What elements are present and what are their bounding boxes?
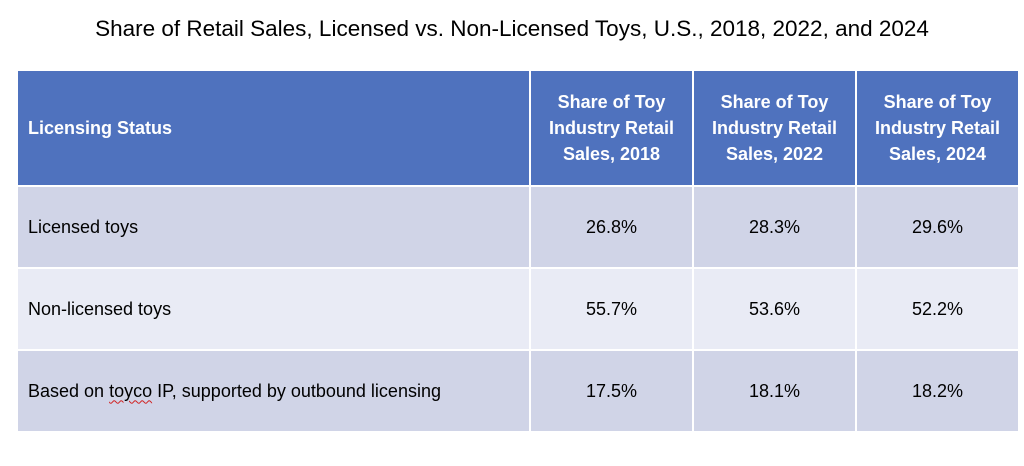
- cell-value-2022: 18.1%: [692, 349, 857, 433]
- header-row: Licensing Status Share of Toy Industry R…: [16, 69, 1020, 187]
- header-licensing-status: Licensing Status: [16, 69, 531, 187]
- row-label: Non-licensed toys: [16, 267, 531, 351]
- header-share-2018: Share of Toy Industry Retail Sales, 2018: [529, 69, 694, 187]
- header-share-2024: Share of Toy Industry Retail Sales, 2024: [855, 69, 1020, 187]
- header-line: Sales, 2024: [888, 144, 987, 164]
- header-line: Industry Retail: [874, 118, 1001, 138]
- table-row-non-licensed: Non-licensed toys 55.7% 53.6% 52.2%: [16, 267, 1020, 351]
- row-label: Based on toyco IP, supported by outbound…: [16, 349, 531, 433]
- header-line: Share of Toy: [557, 92, 666, 112]
- cell-value-2018: 26.8%: [529, 185, 694, 269]
- cell-value-2024: 52.2%: [855, 267, 1020, 351]
- spellcheck-flagged-word: toyco: [109, 380, 153, 401]
- header-line: Industry Retail: [548, 118, 675, 138]
- header-line: Share of Toy: [883, 92, 992, 112]
- cell-value-2022: 28.3%: [692, 185, 857, 269]
- data-table: Licensing Status Share of Toy Industry R…: [16, 69, 1020, 433]
- header-line: Sales, 2018: [562, 144, 661, 164]
- cell-value-2024: 29.6%: [855, 185, 1020, 269]
- table-row-toyco-ip: Based on toyco IP, supported by outbound…: [16, 349, 1020, 433]
- cell-value-2024: 18.2%: [855, 349, 1020, 433]
- header-line: Industry Retail: [711, 118, 838, 138]
- cell-value-2018: 17.5%: [529, 349, 694, 433]
- row-label-suffix: IP, supported by outbound licensing: [152, 380, 441, 401]
- header-line: Share of Toy: [720, 92, 829, 112]
- row-label-prefix: Based on: [28, 380, 110, 401]
- header-share-2022: Share of Toy Industry Retail Sales, 2022: [692, 69, 857, 187]
- header-line: Sales, 2022: [725, 144, 824, 164]
- table-row-licensed: Licensed toys 26.8% 28.3% 29.6%: [16, 185, 1020, 269]
- chart-title: Share of Retail Sales, Licensed vs. Non-…: [95, 16, 929, 41]
- cell-value-2022: 53.6%: [692, 267, 857, 351]
- cell-value-2018: 55.7%: [529, 267, 694, 351]
- row-label: Licensed toys: [16, 185, 531, 269]
